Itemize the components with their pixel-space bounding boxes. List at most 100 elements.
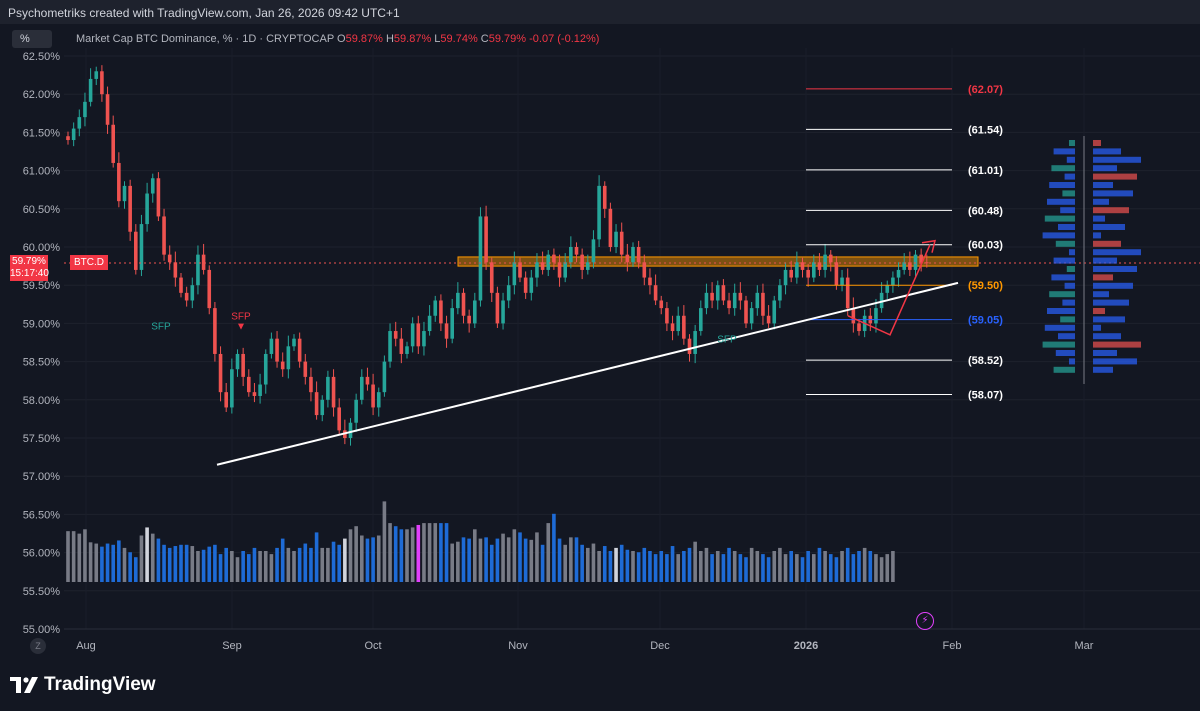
candle-body: [224, 392, 228, 408]
tradingview-logo[interactable]: TradingView: [10, 674, 156, 695]
candle-body: [749, 308, 754, 324]
volume-bar: [410, 527, 415, 582]
profile-left-bar: [1047, 308, 1075, 314]
z-icon[interactable]: Z: [30, 638, 46, 654]
volume-bar: [139, 535, 144, 582]
y-tick-label: 56.00%: [23, 548, 61, 560]
candle-body: [173, 262, 178, 278]
candle-body: [766, 315, 771, 324]
volume-bar: [540, 544, 545, 582]
volume-bar: [608, 551, 613, 582]
volume-bar: [218, 554, 223, 582]
profile-right-bar: [1093, 198, 1109, 205]
unit-button[interactable]: %: [12, 30, 52, 48]
candle-body: [337, 407, 341, 431]
volume-bar: [77, 533, 82, 582]
volume-bar: [614, 547, 618, 582]
volume-bar: [439, 523, 443, 582]
volume-bar: [388, 523, 392, 582]
volume-bar: [393, 526, 398, 582]
volume-profile: [1042, 136, 1141, 384]
volume-bar: [150, 533, 155, 582]
profile-right-bar: [1093, 358, 1137, 365]
candle-body: [778, 285, 782, 301]
candle-body: [433, 300, 438, 316]
candle-body: [783, 269, 788, 286]
volume-bar: [670, 546, 675, 582]
volume-bar: [569, 537, 573, 582]
price-chart[interactable]: 62.50% 62.00% 61.50% 61.00% 60.50% 60.00% 59.5…: [0, 24, 1200, 657]
candle-body: [167, 254, 172, 263]
profile-right-bar: [1093, 257, 1117, 264]
candle-body: [461, 292, 466, 316]
profile-right-bar: [1093, 324, 1101, 331]
volume-bar: [800, 557, 805, 582]
projection-path: [847, 244, 931, 336]
volume-bar: [145, 527, 149, 582]
candle-body: [473, 300, 477, 324]
volume-bar: [371, 537, 375, 582]
volume-bar: [207, 546, 212, 582]
candle-body: [908, 262, 912, 270]
volume-bar: [88, 542, 93, 582]
fib-levels: (62.07) (61.54) (61.01) (60.48) (60.03) (59.5…: [806, 84, 1003, 401]
candle-body: [682, 315, 686, 339]
chart-area[interactable]: 62.50% 62.00% 61.50% 61.00% 60.50% 60.00% 59.5…: [0, 24, 1200, 657]
sfp-down-marker: [238, 323, 244, 330]
volume-bar: [269, 554, 274, 582]
y-tick-label: 58.50%: [23, 357, 61, 369]
profile-left-bar: [1042, 232, 1075, 239]
profile-right-bar: [1093, 282, 1133, 289]
profile-right-bar: [1093, 291, 1109, 298]
candle-body: [184, 292, 189, 301]
candle-body: [489, 262, 494, 293]
fib-label: (59.05): [968, 315, 1003, 327]
volume-bar: [749, 547, 754, 582]
candle-body: [552, 254, 556, 263]
candle-body: [631, 247, 635, 263]
volume-bar: [857, 551, 861, 582]
profile-right-bar: [1093, 232, 1101, 239]
volume-bar: [382, 501, 387, 582]
profile-right-bar: [1093, 240, 1121, 247]
candle-body: [806, 269, 810, 278]
volume-bar: [868, 551, 873, 582]
candle-body: [410, 323, 415, 347]
profile-left-bar: [1069, 249, 1075, 256]
candle-body: [218, 353, 223, 393]
volume-bar: [326, 547, 330, 582]
sfp-label: SFP: [151, 322, 171, 333]
bar-countdown: 15:17:40: [10, 268, 49, 279]
candle-body: [376, 392, 381, 408]
legend-h-label: H: [385, 33, 394, 45]
lightning-icon[interactable]: ⚡: [916, 612, 934, 630]
volume-bar: [179, 544, 183, 582]
candle-body: [834, 262, 839, 286]
legend-c-label: C: [480, 33, 489, 45]
candle-body: [365, 376, 370, 385]
volume-bar: [755, 551, 760, 582]
candle-body: [913, 254, 918, 270]
candle-body: [653, 285, 658, 301]
trendline: [216, 281, 959, 466]
candle-body: [286, 346, 291, 370]
candle-body: [303, 361, 308, 377]
volume-bar: [71, 531, 76, 582]
volume-bar: [840, 551, 844, 582]
x-axis-ticks: Aug Sep Oct Nov Dec 2026 Feb Mar: [76, 640, 1094, 652]
y-tick-label: 62.50%: [23, 51, 61, 63]
candle-body: [619, 231, 624, 255]
candle-body: [636, 247, 641, 263]
candle-body: [399, 338, 404, 354]
y-tick-label: 61.50%: [23, 127, 61, 139]
volume-bar: [162, 544, 166, 582]
profile-left-bar: [1051, 165, 1075, 172]
profile-right-bar: [1093, 333, 1121, 340]
candle-body: [105, 94, 110, 125]
y-tick-label: 60.00%: [23, 242, 61, 254]
candle-body: [879, 292, 884, 309]
candle-body: [529, 277, 534, 293]
y-tick-label: 55.50%: [23, 586, 61, 598]
volume-bar: [456, 541, 460, 582]
candle-body: [100, 71, 104, 95]
